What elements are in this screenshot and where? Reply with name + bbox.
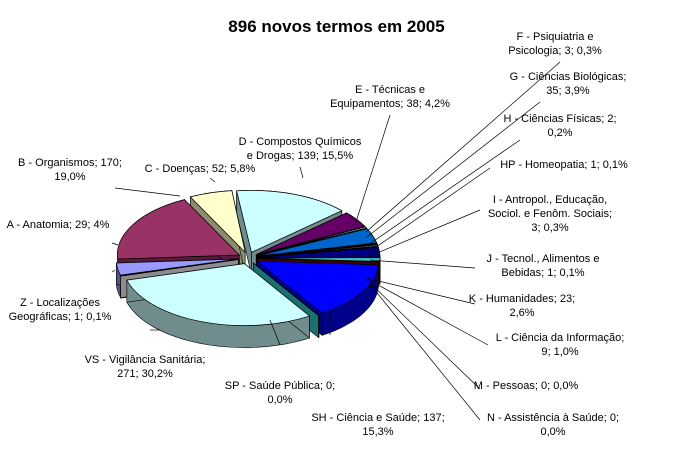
- data-label-line: SP - Saúde Pública; 0;: [225, 380, 335, 392]
- pie-slice: [257, 245, 379, 258]
- data-label: SP - Saúde Pública; 0; 0,0%: [225, 380, 335, 406]
- data-label: C - Doenças; 52; 5,8%: [145, 163, 256, 175]
- data-label: I - Antropol., Educação, Sociol. e Fenôm.…: [488, 194, 612, 234]
- data-label: SH - Ciência e Saúde; 137; 15,3%: [311, 412, 444, 438]
- data-label-line: F - Psiquiatria e: [516, 31, 593, 43]
- data-label: K - Humanidades; 23; 2,6%: [469, 293, 575, 319]
- pie-slice: [116, 199, 241, 260]
- data-label: HP - Homeopatia; 1; 0,1%: [500, 159, 628, 171]
- data-label-line: Equipamentos; 38; 4,2%: [330, 98, 450, 110]
- chart-title: 896 novos termos em 2005: [228, 17, 445, 36]
- leader-line: [369, 209, 481, 257]
- data-label-line: A - Anatomia; 29; 4%: [7, 219, 110, 231]
- data-label-line: Psicologia; 3; 0,3%: [508, 45, 602, 57]
- data-label-line: HP - Homeopatia; 1; 0,1%: [500, 159, 628, 171]
- leader-line: [299, 166, 304, 179]
- data-label-line: 0,2%: [547, 127, 572, 139]
- data-label: J - Tecnol., Alimentos e Bebidas; 1; 0,1%: [487, 253, 600, 279]
- data-label-line: 15,3%: [362, 426, 393, 438]
- leader-line: [368, 279, 489, 346]
- leader-line: [369, 259, 476, 269]
- pie-slice: [253, 262, 320, 316]
- data-label: G - Ciências Biológicas; 35; 3,9%: [510, 71, 627, 97]
- data-label: Z - Localizações Geográficas; 1; 0,1%: [9, 297, 112, 323]
- leader-line: [269, 319, 281, 346]
- data-label-line: 271; 30,2%: [117, 368, 173, 380]
- data-label-line: C - Doenças; 52; 5,8%: [145, 163, 256, 175]
- data-label-line: K - Humanidades; 23;: [469, 293, 575, 305]
- data-label: VS - Vigilância Sanitária; 271; 30,2%: [85, 354, 206, 380]
- data-label: B - Organismos; 170; 19,0%: [18, 157, 122, 183]
- data-label-line: E - Técnicas e: [355, 84, 425, 96]
- pie-slice: [256, 212, 366, 255]
- data-label-line: Geográficas; 1; 0,1%: [9, 311, 112, 323]
- data-label-line: Sociol. e Fenôm. Sociais;: [488, 208, 612, 220]
- data-label-line: 35; 3,9%: [546, 85, 590, 97]
- data-label-line: 9; 1,0%: [541, 346, 579, 358]
- leader-line: [114, 187, 181, 197]
- pie-slice: [255, 260, 379, 314]
- data-label-line: Bebidas; 1; 0,1%: [501, 267, 584, 279]
- data-label-line: H - Ciências Físicas; 2;: [503, 113, 616, 125]
- data-label: A - Anatomia; 29; 4%: [7, 219, 110, 231]
- data-label-line: N - Assistência à Saúde; 0;: [487, 412, 619, 424]
- leader-line: [209, 177, 216, 183]
- data-label: N - Assistência à Saúde; 0; 0,0%: [487, 412, 619, 438]
- data-label-line: G - Ciências Biológicas;: [510, 71, 627, 83]
- data-label: D - Compostos Químicos e Drogas; 139; 15,…: [239, 136, 362, 162]
- leader-line: [354, 114, 391, 226]
- data-label-line: 0,0%: [540, 426, 565, 438]
- data-label: M - Pessoas; 0; 0,0%: [474, 380, 579, 392]
- leader-line: [368, 167, 491, 253]
- pie-slice: [256, 226, 368, 256]
- pie-slice: [257, 258, 381, 263]
- data-label-line: D - Compostos Químicos: [239, 136, 362, 148]
- data-label-line: VS - Vigilância Sanitária;: [85, 354, 206, 366]
- data-label-line: 0,0%: [267, 394, 292, 406]
- leader-line: [368, 281, 481, 390]
- leader-line: [111, 269, 116, 273]
- data-label-line: 3; 0,3%: [531, 222, 569, 234]
- data-label-line: J - Tecnol., Alimentos e: [487, 253, 600, 265]
- data-label-line: M - Pessoas; 0; 0,0%: [474, 380, 579, 392]
- data-label-line: SH - Ciência e Saúde; 137;: [311, 412, 444, 424]
- pie-slice: [189, 190, 246, 254]
- data-label: L - Ciência da Informação; 9; 1,0%: [496, 332, 625, 358]
- pie-slice: [126, 263, 311, 326]
- data-label-line: 2,6%: [509, 307, 534, 319]
- data-label-line: 19,0%: [54, 171, 85, 183]
- leader-line: [365, 61, 561, 233]
- data-label-line: Z - Localizações: [20, 297, 101, 309]
- leader-line: [367, 139, 521, 246]
- leader-line: [365, 277, 476, 305]
- pie-slice: [115, 258, 239, 276]
- data-label-line: I - Antropol., Educação,: [493, 194, 607, 206]
- pie-slice: [257, 228, 378, 257]
- leader-line: [111, 242, 119, 246]
- leader-line: [366, 101, 541, 238]
- data-label-line: B - Organismos; 170;: [18, 157, 122, 169]
- data-label: E - Técnicas e Equipamentos; 38; 4,2%: [330, 84, 450, 110]
- leader-line: [368, 282, 481, 421]
- data-label: F - Psiquiatria e Psicologia; 3; 0,3%: [508, 31, 602, 57]
- pie-slice: [236, 190, 343, 253]
- pie-slice: [120, 259, 239, 277]
- data-label: H - Ciências Físicas; 2; 0,2%: [503, 113, 616, 139]
- data-label-line: e Drogas; 139; 15,5%: [247, 150, 354, 162]
- data-label-line: L - Ciência da Informação;: [496, 332, 625, 344]
